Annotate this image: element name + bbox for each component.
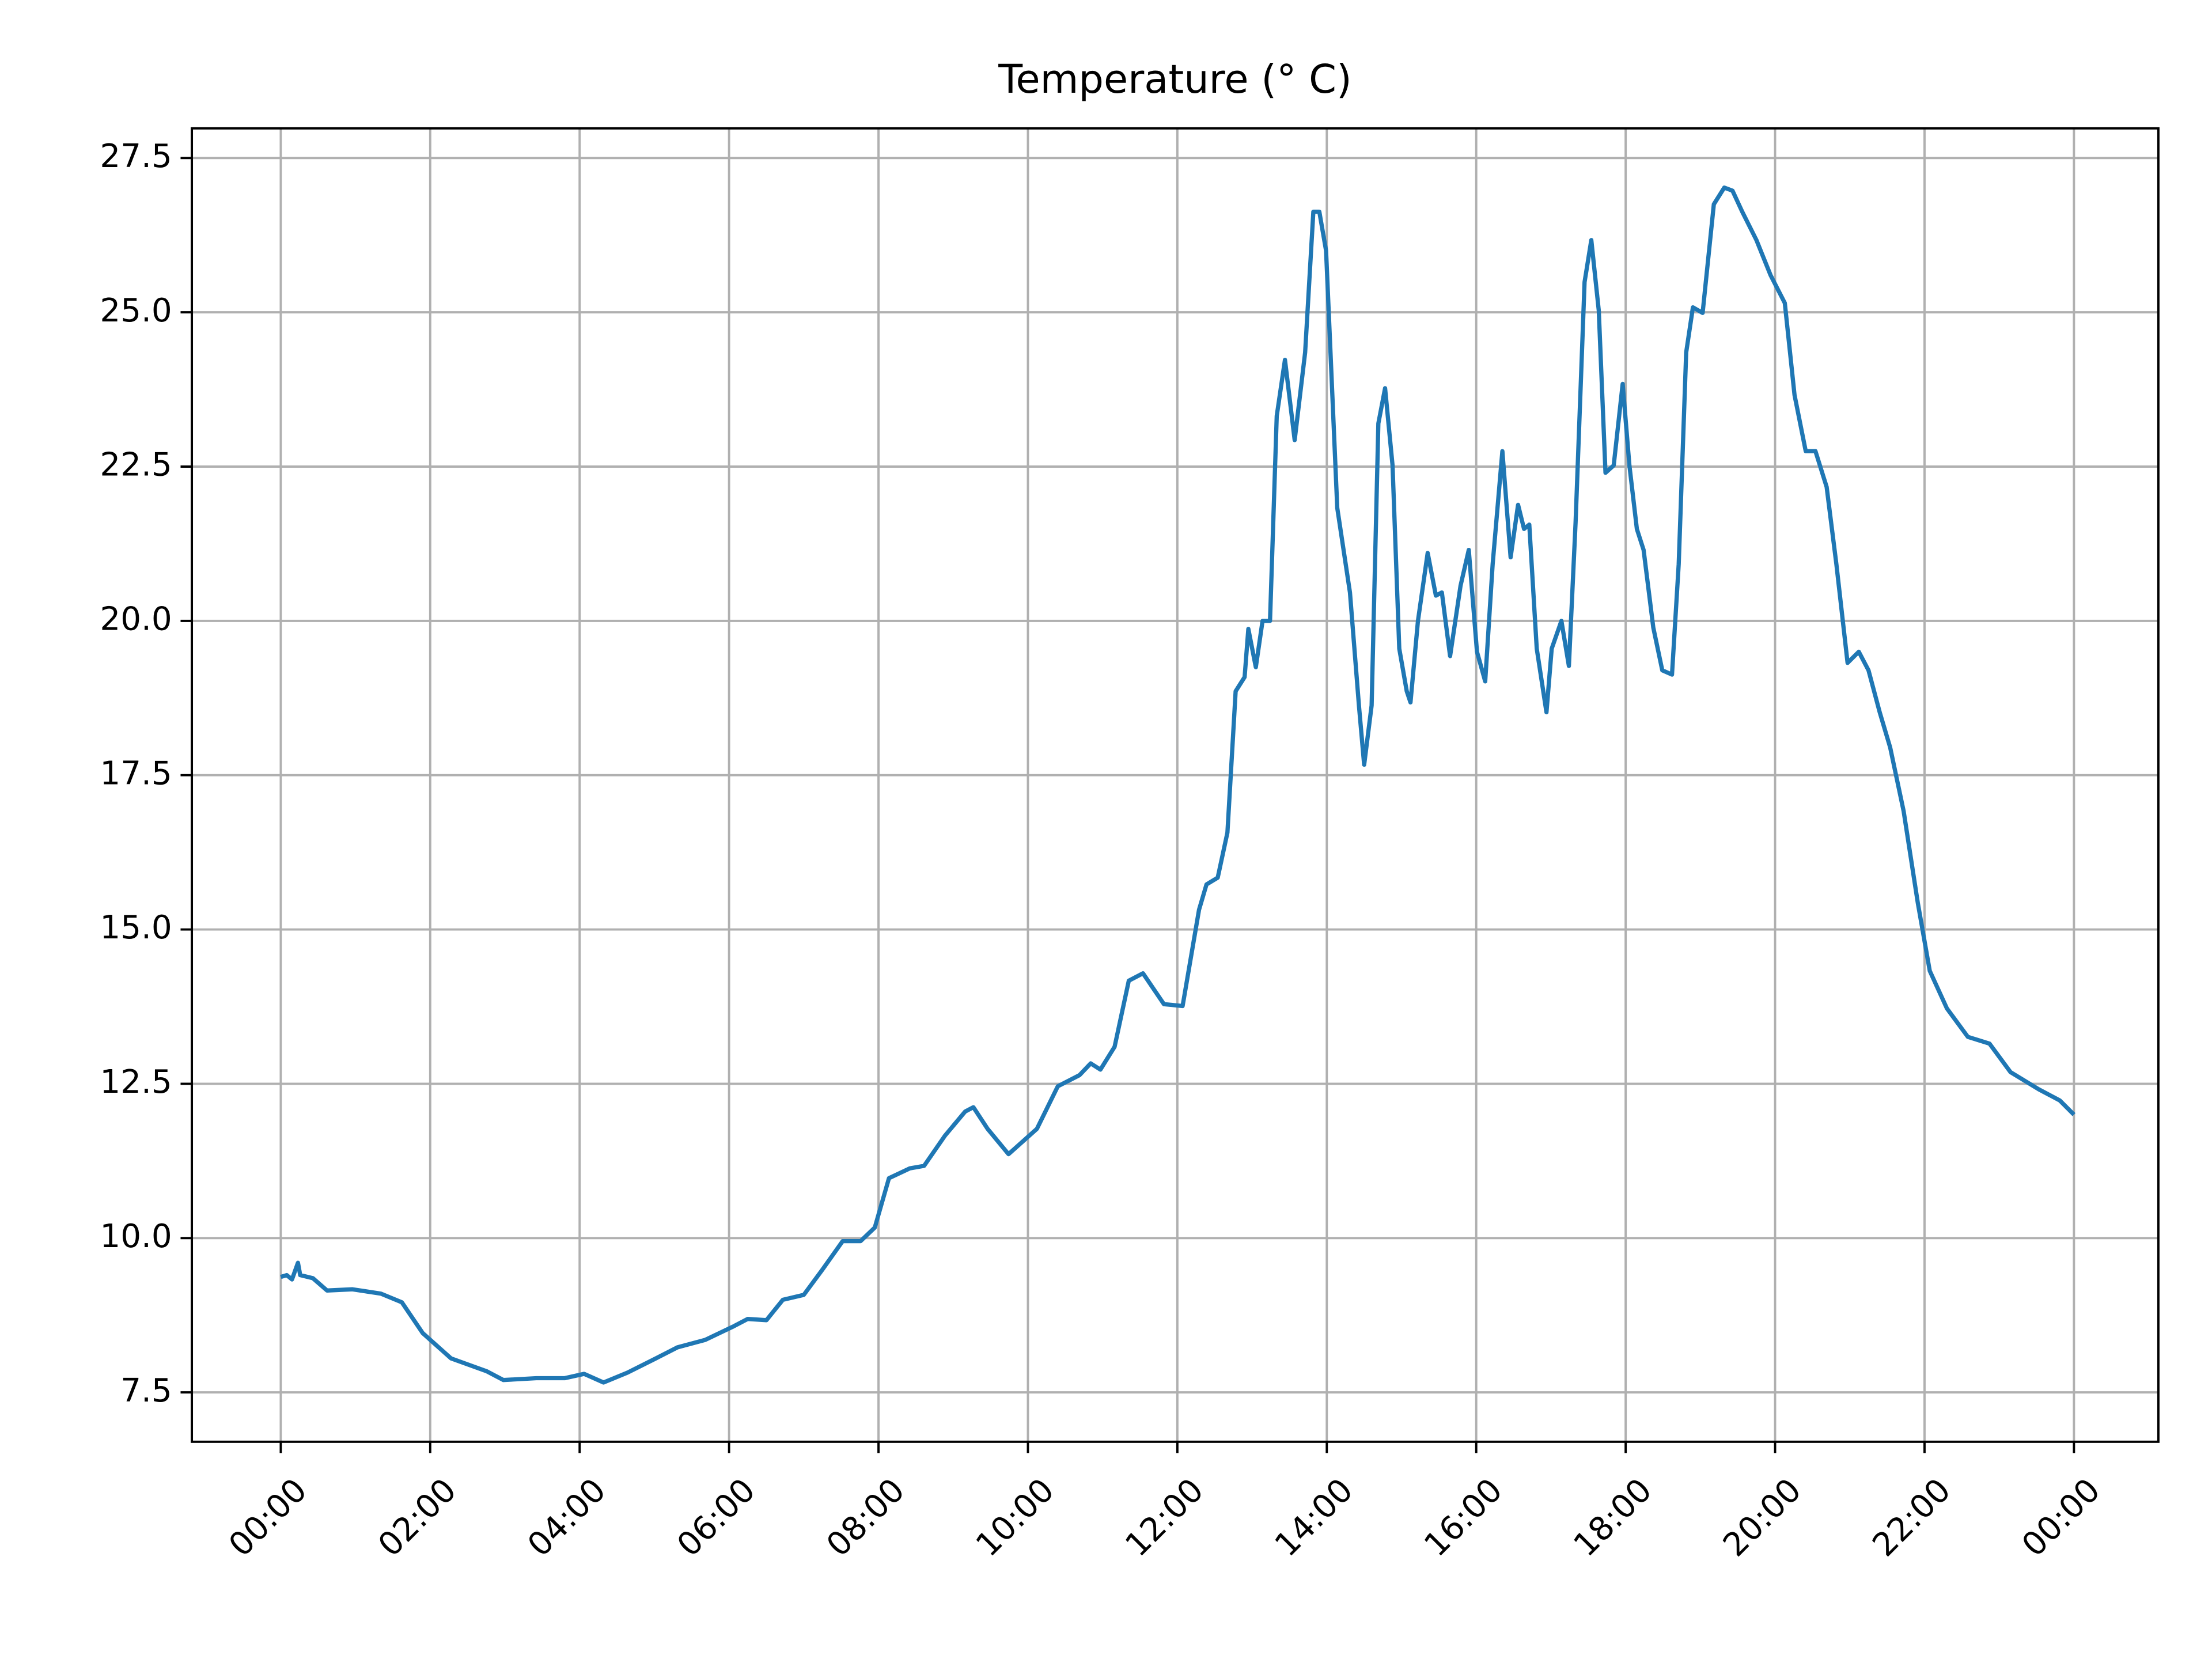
y-tick-label: 25.0: [100, 292, 172, 329]
data-line: [280, 185, 2075, 1385]
plot-frame: [191, 127, 2160, 1443]
y-tick-label: 12.5: [100, 1063, 172, 1101]
y-tick-label: 7.5: [120, 1372, 172, 1410]
chart-title: Temperature (° C): [998, 56, 1352, 103]
grid: [192, 128, 2158, 1442]
y-tick-label: 22.5: [100, 446, 172, 484]
y-tick-label: 17.5: [100, 755, 172, 792]
y-tick-label: 10.0: [100, 1218, 172, 1255]
y-tick-label: 15.0: [100, 909, 172, 946]
marks: [280, 185, 2075, 1385]
y-tick-label: 20.0: [100, 600, 172, 638]
y-tick-label: 27.5: [100, 138, 172, 175]
